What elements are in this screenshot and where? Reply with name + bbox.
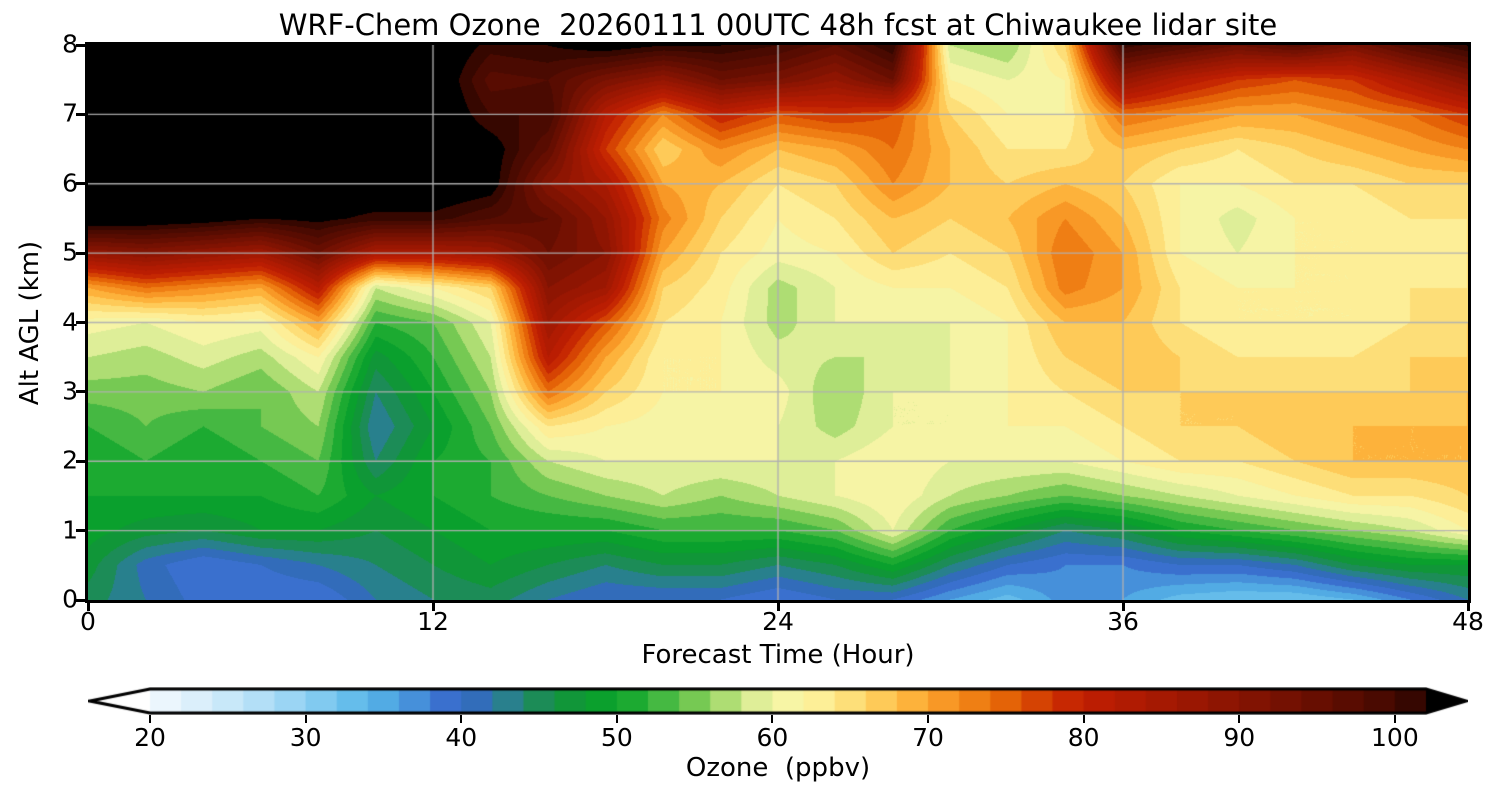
colorbar-tick-label: 80	[1067, 723, 1100, 752]
y-tick-mark	[76, 112, 85, 116]
contour-plot-canvas	[88, 45, 1468, 600]
y-tick-label: 1	[62, 514, 78, 544]
colorbar-tick-label: 30	[289, 723, 322, 752]
x-tick-mark	[86, 602, 90, 611]
x-axis-label: Forecast Time (Hour)	[641, 640, 915, 670]
colorbar-tick-mark	[149, 715, 151, 723]
colorbar-tick-mark	[460, 715, 463, 723]
x-tick-mark	[1466, 602, 1470, 611]
colorbar-tick-label: 70	[912, 723, 944, 752]
y-tick-mark	[76, 321, 85, 324]
x-tick-label: 12	[417, 607, 449, 636]
y-tick-mark	[76, 529, 85, 533]
colorbar-tick-mark	[1238, 715, 1241, 723]
colorbar-tick-label: 90	[1223, 723, 1256, 752]
x-tick-mark	[1121, 602, 1125, 611]
y-tick-mark	[76, 251, 85, 255]
y-tick-mark	[76, 459, 85, 463]
y-tick-label: 2	[62, 445, 78, 475]
colorbar-tick-mark	[927, 715, 930, 723]
x-tick-label: 24	[762, 607, 794, 636]
plot-border	[85, 42, 1471, 603]
y-tick-mark	[76, 598, 85, 602]
colorbar-tick-label: 40	[445, 723, 478, 752]
colorbar-tick-label: 20	[134, 723, 166, 752]
y-tick-label: 4	[62, 306, 78, 336]
x-tick-label: 48	[1452, 607, 1484, 636]
y-tick-mark	[76, 390, 85, 394]
y-tick-label: 0	[62, 584, 78, 614]
x-tick-label: 0	[80, 607, 96, 636]
colorbar-canvas	[88, 687, 1468, 715]
chart-title: WRF-Chem Ozone 20260111 00UTC 48h fcst a…	[278, 8, 1278, 42]
y-tick-label: 3	[62, 376, 78, 406]
y-tick-label: 6	[62, 168, 78, 198]
colorbar-tick-mark	[615, 715, 618, 723]
colorbar-tick-label: 60	[756, 723, 789, 752]
y-tick-label: 8	[62, 29, 78, 59]
y-tick-mark	[76, 182, 85, 186]
colorbar-tick-label: 50	[600, 723, 633, 752]
colorbar-tick-label: 100	[1371, 723, 1419, 752]
colorbar-label: Ozone (ppbv)	[685, 753, 871, 783]
colorbar-tick-mark	[1082, 715, 1085, 723]
x-tick-label: 36	[1107, 607, 1139, 636]
x-tick-mark	[776, 602, 780, 611]
x-tick-mark	[431, 602, 435, 611]
colorbar-tick-mark	[1393, 715, 1396, 723]
y-tick-label: 7	[62, 98, 78, 128]
y-tick-label: 5	[62, 237, 78, 267]
colorbar-tick-mark	[304, 715, 307, 723]
y-tick-mark	[76, 43, 85, 47]
colorbar-tick-mark	[771, 715, 774, 723]
